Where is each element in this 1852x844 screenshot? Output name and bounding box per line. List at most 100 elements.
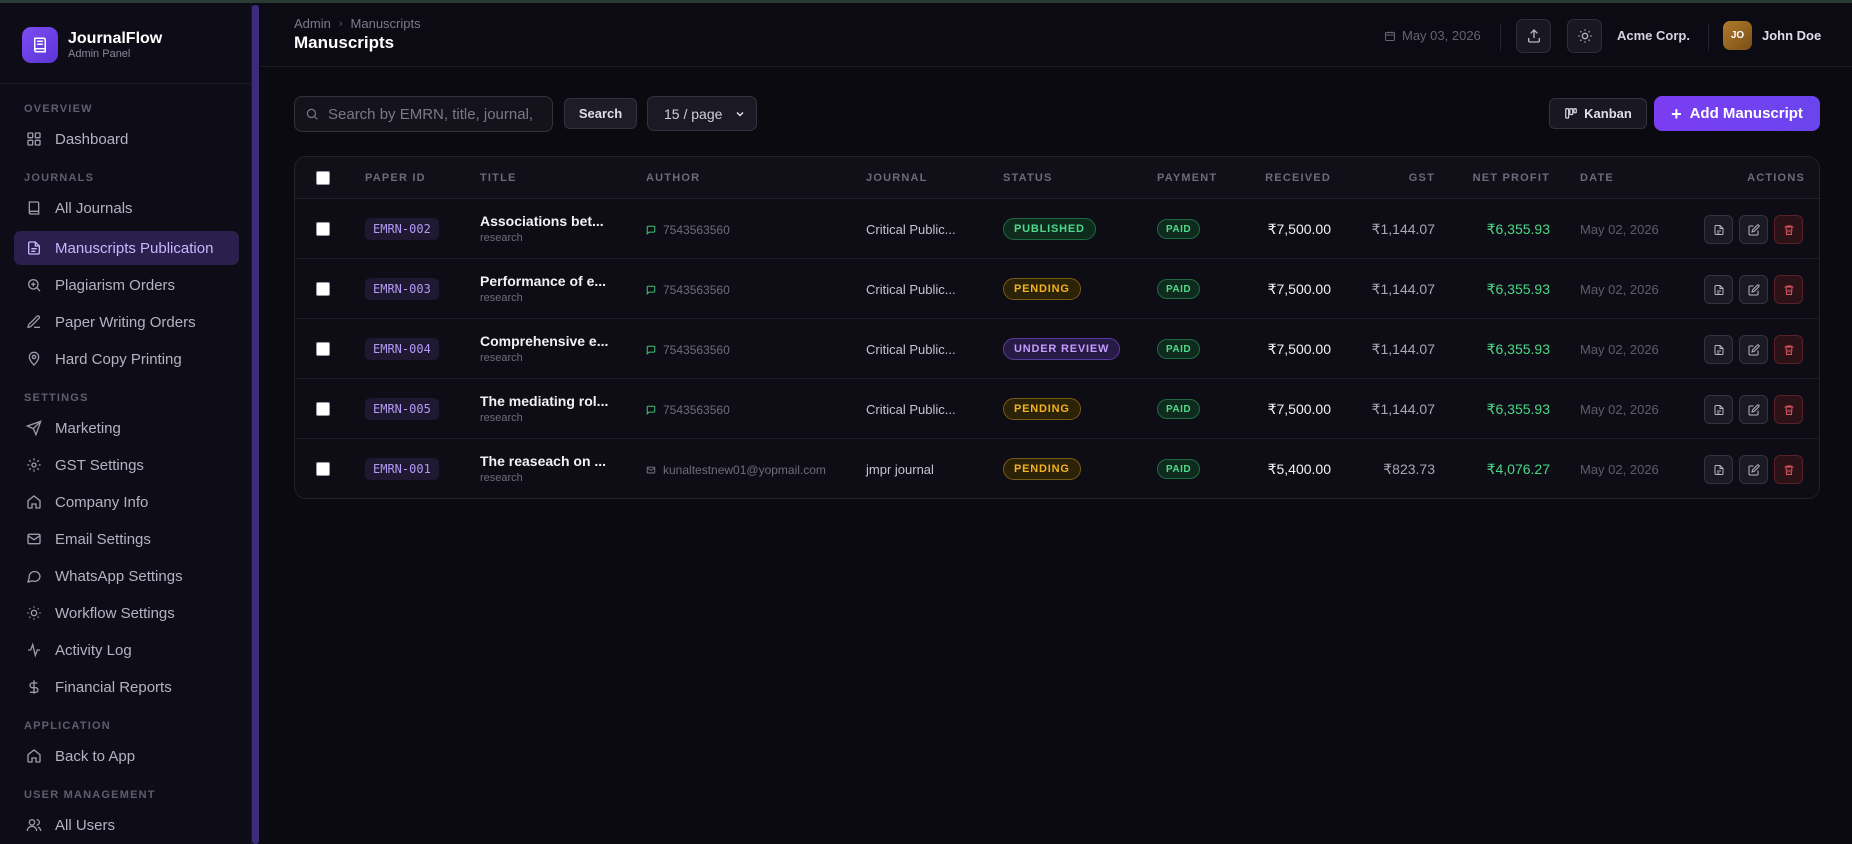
map-pin-icon — [26, 351, 42, 367]
col-journal[interactable]: JOURNAL — [866, 172, 928, 184]
edit-button[interactable] — [1739, 455, 1768, 484]
table-row[interactable]: EMRN-001 The reaseach on ... research ku… — [295, 439, 1819, 498]
avatar[interactable]: JO — [1723, 21, 1752, 50]
sidebar-item-hard-copy[interactable]: Hard Copy Printing — [14, 342, 239, 376]
paper-title[interactable]: Performance of e... — [480, 273, 607, 289]
paper-id[interactable]: EMRN-002 — [365, 218, 439, 240]
brand[interactable]: JournalFlow Admin Panel — [22, 27, 162, 63]
table-header: PAPER ID TITLE AUTHOR JOURNAL STATUS PAY… — [295, 157, 1819, 199]
author-contact: 7543563560 — [646, 343, 730, 357]
table-row[interactable]: EMRN-004 Comprehensive e... research 754… — [295, 319, 1819, 379]
row-checkbox[interactable] — [316, 282, 330, 296]
status-badge: UNDER REVIEW — [1003, 338, 1121, 360]
export-button[interactable] — [1516, 19, 1551, 53]
view-button[interactable] — [1704, 335, 1733, 364]
table-row[interactable]: EMRN-003 Performance of e... research 75… — [295, 259, 1819, 319]
edit-button[interactable] — [1739, 335, 1768, 364]
user-name[interactable]: John Doe — [1762, 28, 1822, 43]
breadcrumb-root[interactable]: Admin — [294, 16, 331, 31]
received-amount: ₹7,500.00 — [1267, 401, 1331, 417]
page-size-select[interactable]: 15 / page — [647, 96, 757, 131]
col-title[interactable]: TITLE — [480, 172, 517, 184]
table-row[interactable]: EMRN-005 The mediating rol... research 7… — [295, 379, 1819, 439]
theme-toggle-button[interactable] — [1567, 19, 1602, 53]
kanban-button[interactable]: Kanban — [1549, 98, 1647, 129]
paper-category: research — [480, 292, 523, 304]
paper-title[interactable]: Comprehensive e... — [480, 333, 609, 349]
author-text: kunaltestnew01@yopmail.com — [663, 463, 826, 477]
sidebar-item-email[interactable]: Email Settings — [14, 522, 239, 556]
sidebar-item-all-users[interactable]: All Users — [14, 808, 239, 842]
row-checkbox[interactable] — [316, 342, 330, 356]
col-net-profit[interactable]: NET PROFIT — [1472, 172, 1550, 184]
sidebar-scrollbar[interactable] — [252, 5, 259, 844]
sidebar-item-all-journals[interactable]: All Journals — [14, 191, 239, 225]
col-payment[interactable]: PAYMENT — [1157, 172, 1218, 184]
row-checkbox[interactable] — [316, 462, 330, 476]
delete-button[interactable] — [1774, 215, 1803, 244]
sidebar-item-financial[interactable]: Financial Reports — [14, 670, 239, 704]
page-title: Manuscripts — [294, 33, 395, 52]
sidebar-item-plagiarism[interactable]: Plagiarism Orders — [14, 268, 239, 302]
author-contact: 7543563560 — [646, 223, 730, 237]
chat-bubble-icon — [26, 568, 42, 584]
delete-button[interactable] — [1774, 395, 1803, 424]
sidebar-item-workflow[interactable]: Workflow Settings — [14, 596, 239, 630]
company-name[interactable]: Acme Corp. — [1617, 28, 1690, 43]
sidebar-item-gst[interactable]: GST Settings — [14, 448, 239, 482]
received-amount: ₹7,500.00 — [1267, 341, 1331, 357]
sidebar-item-activity-log[interactable]: Activity Log — [14, 633, 239, 667]
col-gst[interactable]: GST — [1408, 172, 1435, 184]
col-received[interactable]: RECEIVED — [1265, 172, 1331, 184]
sidebar-item-marketing[interactable]: Marketing — [14, 411, 239, 445]
select-all-checkbox[interactable] — [316, 171, 330, 185]
edit-button[interactable] — [1739, 215, 1768, 244]
paper-id[interactable]: EMRN-004 — [365, 338, 439, 360]
col-paper-id[interactable]: PAPER ID — [365, 172, 426, 184]
sidebar-item-company-info[interactable]: Company Info — [14, 485, 239, 519]
view-button[interactable] — [1704, 455, 1733, 484]
sidebar-item-manuscripts[interactable]: Manuscripts Publication — [14, 231, 239, 265]
paper-title[interactable]: Associations bet... — [480, 213, 604, 229]
table-row[interactable]: EMRN-002 Associations bet... research 75… — [295, 199, 1819, 259]
view-button[interactable] — [1704, 215, 1733, 244]
delete-button[interactable] — [1774, 455, 1803, 484]
paper-title[interactable]: The reaseach on ... — [480, 453, 607, 469]
paper-id[interactable]: EMRN-005 — [365, 398, 439, 420]
paper-title[interactable]: The mediating rol... — [480, 393, 609, 409]
sidebar-item-label: Financial Reports — [55, 678, 172, 696]
col-status[interactable]: STATUS — [1003, 172, 1053, 184]
payment-badge: PAID — [1157, 219, 1201, 239]
add-label: Add Manuscript — [1689, 105, 1803, 122]
paper-id[interactable]: EMRN-001 — [365, 458, 439, 480]
col-date[interactable]: DATE — [1580, 172, 1614, 184]
row-checkbox[interactable] — [316, 222, 330, 236]
view-button[interactable] — [1704, 275, 1733, 304]
header: Admin › Manuscripts Manuscripts May 03, … — [260, 3, 1852, 67]
activity-icon — [26, 642, 42, 658]
row-date: May 02, 2026 — [1580, 222, 1659, 237]
delete-button[interactable] — [1774, 335, 1803, 364]
search-button[interactable]: Search — [564, 98, 637, 129]
mail-icon — [646, 466, 656, 474]
send-icon — [26, 420, 42, 436]
author-contact: 7543563560 — [646, 283, 730, 297]
journal-name: jmpr journal — [866, 462, 934, 477]
sidebar-item-label: Back to App — [55, 747, 136, 765]
edit-button[interactable] — [1739, 275, 1768, 304]
kanban-icon — [1565, 107, 1577, 119]
add-manuscript-button[interactable]: + Add Manuscript — [1654, 96, 1820, 131]
search-input[interactable] — [328, 105, 538, 123]
sidebar-item-label: Marketing — [55, 419, 121, 437]
sidebar-item-dashboard[interactable]: Dashboard — [14, 122, 239, 156]
view-button[interactable] — [1704, 395, 1733, 424]
sidebar-item-back-to-app[interactable]: Back to App — [14, 739, 239, 773]
row-checkbox[interactable] — [316, 402, 330, 416]
col-author[interactable]: AUTHOR — [646, 172, 701, 184]
delete-button[interactable] — [1774, 275, 1803, 304]
sidebar-item-paper-writing[interactable]: Paper Writing Orders — [14, 305, 239, 339]
edit-button[interactable] — [1739, 395, 1768, 424]
sidebar-item-whatsapp[interactable]: WhatsApp Settings — [14, 559, 239, 593]
paper-id[interactable]: EMRN-003 — [365, 278, 439, 300]
sidebar-item-label: Dashboard — [55, 130, 129, 148]
